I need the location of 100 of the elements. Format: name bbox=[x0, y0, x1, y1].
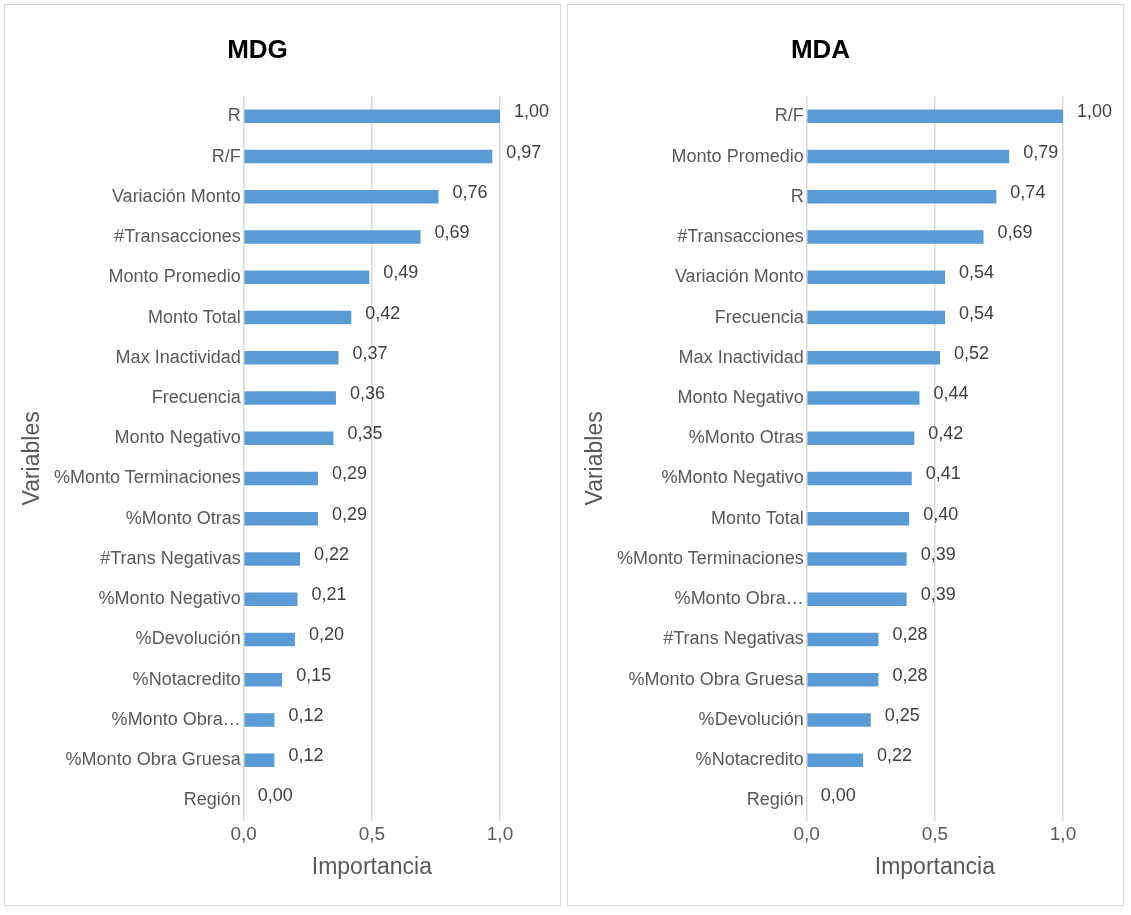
x-tick-label: 0,5 bbox=[358, 823, 386, 845]
bar bbox=[244, 431, 334, 446]
data-label: 0,35 bbox=[347, 423, 383, 444]
y-tick-label: R/F bbox=[211, 145, 241, 166]
y-tick-label: #Transacciones bbox=[677, 226, 804, 247]
data-label: 0,12 bbox=[288, 704, 324, 725]
data-label: 0,40 bbox=[923, 503, 959, 524]
data-label: 0,41 bbox=[925, 463, 961, 484]
y-tick-label: Variación Monto bbox=[111, 185, 241, 206]
bar bbox=[807, 190, 997, 204]
data-label: 0,12 bbox=[288, 745, 324, 766]
data-label: 0,37 bbox=[352, 342, 388, 363]
data-label: 0,49 bbox=[383, 262, 419, 283]
bar bbox=[807, 149, 1010, 164]
data-label: 0,15 bbox=[296, 664, 332, 685]
chart-title: MDA bbox=[790, 33, 851, 64]
x-tick-label: 0,0 bbox=[230, 823, 257, 845]
y-tick-label: R bbox=[227, 105, 241, 126]
data-label: 0,97 bbox=[506, 141, 542, 162]
bar bbox=[244, 672, 283, 687]
chart-title: MDG bbox=[227, 33, 288, 64]
y-tick-label: %Monto Otras bbox=[125, 507, 241, 528]
bar bbox=[244, 753, 275, 768]
data-label: 0,36 bbox=[349, 383, 385, 403]
y-axis-title: Variables bbox=[18, 411, 45, 506]
data-label: 0,79 bbox=[1023, 141, 1059, 162]
data-label: 0,44 bbox=[933, 383, 969, 403]
bar bbox=[244, 713, 275, 727]
data-label: 0,28 bbox=[892, 664, 928, 685]
y-tick-label: R/F bbox=[774, 105, 804, 126]
y-tick-label: Monto Negativo bbox=[114, 427, 241, 448]
bar bbox=[807, 713, 871, 727]
x-axis-title: Importancia bbox=[874, 852, 996, 879]
y-tick-label: R bbox=[790, 185, 804, 206]
y-tick-label: Frecuencia bbox=[714, 306, 805, 327]
data-label: 0,42 bbox=[365, 302, 401, 323]
data-label: 0,29 bbox=[332, 463, 368, 484]
bar bbox=[807, 552, 907, 566]
y-tick-label: %Devolución bbox=[135, 628, 241, 649]
data-label: 0,00 bbox=[820, 785, 856, 806]
bar bbox=[244, 552, 301, 566]
y-tick-label: %Monto Obra Gruesa bbox=[628, 668, 805, 689]
y-tick-label: #Trans Negativas bbox=[663, 628, 804, 649]
data-label: 0,22 bbox=[314, 543, 350, 564]
y-tick-label: %Monto Otras bbox=[688, 427, 804, 448]
bar bbox=[807, 592, 907, 607]
bar bbox=[807, 270, 946, 285]
y-tick-label: %Monto Obra… bbox=[674, 588, 804, 609]
y-tick-label: Monto Negativo bbox=[677, 387, 804, 407]
data-label: 0,69 bbox=[997, 222, 1033, 243]
y-tick-label: %Monto Negativo bbox=[98, 588, 241, 609]
y-tick-label: Monto Promedio bbox=[671, 145, 804, 166]
data-label: 0,25 bbox=[884, 704, 920, 725]
bar bbox=[244, 310, 352, 325]
data-label: 0,54 bbox=[959, 262, 995, 283]
data-label: 0,28 bbox=[892, 624, 928, 645]
bar bbox=[807, 672, 879, 687]
x-tick-label: 1,0 bbox=[486, 823, 514, 845]
y-tick-label: Variación Monto bbox=[674, 266, 804, 287]
x-axis-title: Importancia bbox=[311, 852, 433, 879]
data-label: 0,76 bbox=[452, 181, 488, 202]
data-label: 0,22 bbox=[877, 745, 913, 766]
y-tick-label: Región bbox=[746, 789, 804, 810]
y-tick-label: #Trans Negativas bbox=[100, 547, 241, 568]
data-label: 0,29 bbox=[332, 503, 368, 524]
data-label: 0,52 bbox=[953, 342, 990, 363]
y-axis-title: Variables bbox=[581, 411, 608, 506]
y-tick-label: %Monto Obra… bbox=[111, 708, 241, 729]
y-tick-label: Monto Total bbox=[710, 507, 804, 528]
bar bbox=[244, 391, 336, 405]
y-tick-label: %Notacredito bbox=[132, 668, 241, 689]
bar bbox=[807, 471, 912, 486]
x-tick-label: 1,0 bbox=[1049, 823, 1077, 845]
bar bbox=[807, 753, 864, 768]
data-label: 1,00 bbox=[514, 101, 550, 122]
bar bbox=[807, 391, 920, 405]
y-tick-label: %Monto Terminaciones bbox=[53, 467, 241, 488]
bar bbox=[807, 351, 940, 365]
y-tick-label: %Monto Terminaciones bbox=[616, 547, 804, 568]
y-tick-label: %Monto Obra Gruesa bbox=[65, 749, 242, 770]
bar bbox=[244, 109, 500, 124]
bar bbox=[244, 270, 370, 285]
data-label: 0,74 bbox=[1010, 181, 1046, 202]
bar bbox=[244, 592, 298, 607]
data-label: 0,54 bbox=[959, 302, 995, 323]
bar bbox=[244, 190, 439, 204]
bar bbox=[807, 230, 984, 244]
y-tick-label: Frecuencia bbox=[151, 387, 242, 407]
bar bbox=[244, 511, 319, 526]
bar bbox=[807, 109, 1063, 124]
y-tick-label: %Devolución bbox=[698, 708, 804, 729]
bar bbox=[807, 511, 910, 526]
bar bbox=[807, 310, 946, 325]
y-tick-label: Max Inactividad bbox=[115, 346, 241, 367]
y-tick-label: Monto Promedio bbox=[108, 266, 241, 287]
bar bbox=[244, 471, 319, 486]
y-tick-label: %Monto Negativo bbox=[661, 467, 804, 488]
bar bbox=[244, 149, 493, 164]
data-label: 0,42 bbox=[928, 423, 964, 444]
data-label: 0,39 bbox=[920, 584, 956, 605]
